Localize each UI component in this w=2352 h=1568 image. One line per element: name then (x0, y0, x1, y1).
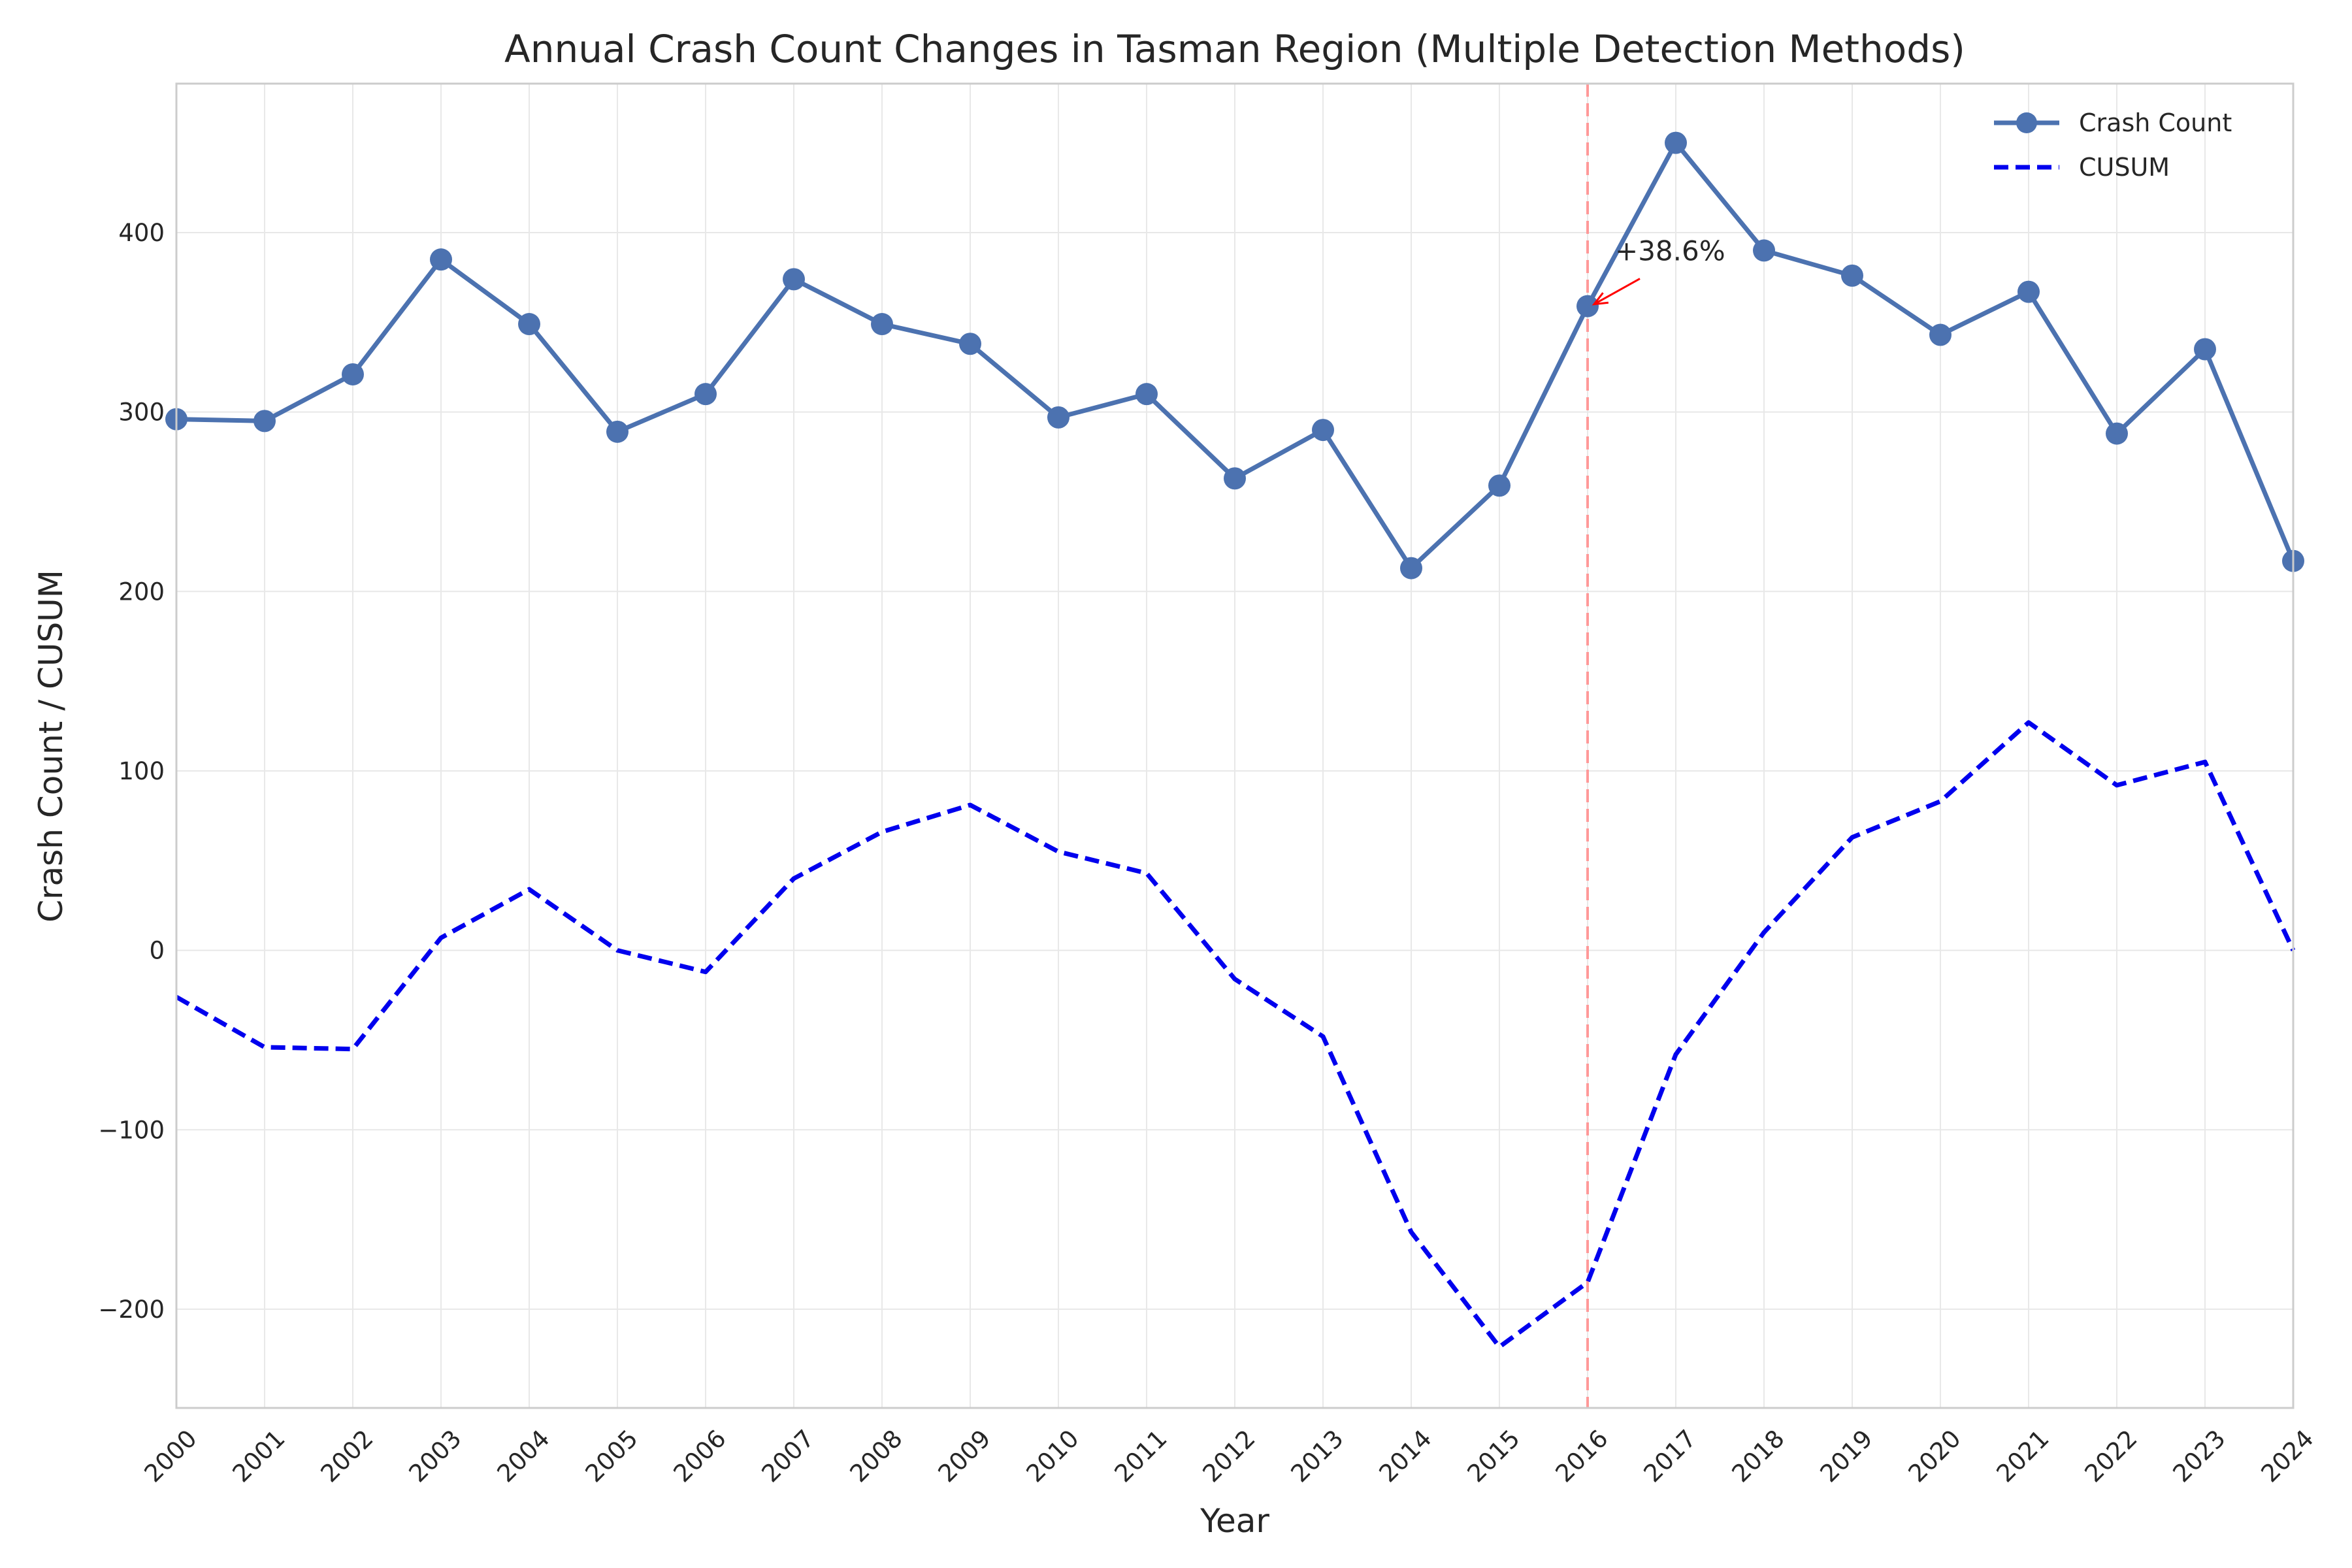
crash-count-point (2106, 422, 2128, 445)
y-tick-label: −200 (98, 1296, 165, 1324)
y-tick-label: 300 (118, 399, 165, 427)
crash-count-point (2194, 338, 2216, 361)
crash-count-point (1047, 406, 1070, 429)
y-tick-label: 200 (118, 578, 165, 606)
crash-count-point (1224, 467, 1246, 490)
plot-area (165, 84, 2304, 1408)
crash-count-point (518, 313, 540, 336)
x-axis-title: Year (1200, 1502, 1269, 1540)
legend-cusum-label: CUSUM (2079, 153, 2170, 182)
crash-count-point (1135, 383, 1158, 406)
y-tick-label: 0 (149, 937, 165, 965)
crash-count-point (959, 333, 981, 355)
crash-count-point (2017, 280, 2040, 303)
legend-crash-count-marker (2016, 112, 2037, 133)
crash-count-point (430, 248, 452, 271)
crash-count-point (1400, 557, 1422, 580)
crash-count-point (1576, 295, 1599, 318)
cusum-line (175, 720, 2296, 1350)
crash-count-point (1929, 323, 1952, 346)
y-tick-label: 100 (118, 757, 165, 785)
crash-count-point (871, 313, 893, 336)
legend: Crash Count CUSUM (1994, 108, 2232, 182)
crash-count-point (694, 383, 717, 406)
crash-count-point (1488, 474, 1511, 497)
grid (176, 84, 2294, 1408)
crash-count-point (783, 268, 805, 291)
annotation-arrowhead (1592, 292, 1609, 306)
y-tick-label: −100 (98, 1116, 165, 1144)
annotation-group: +38.6% (1592, 235, 1725, 306)
crash-count-point (1312, 419, 1334, 442)
plot-frame (175, 82, 2295, 1409)
crash-count-point (1753, 239, 1775, 262)
crash-count-point (1841, 264, 1863, 287)
annotation-arrow (1593, 278, 1641, 305)
y-tick-label: 400 (118, 219, 165, 247)
crash-count-point (342, 363, 364, 385)
crash-count-point (1665, 131, 1687, 154)
annotation-label: +38.6% (1615, 235, 1725, 267)
y-axis-title: Crash Count / CUSUM (32, 570, 70, 923)
crash-count-point (253, 410, 276, 433)
crash-count-point (606, 420, 629, 443)
chart-title: Annual Crash Count Changes in Tasman Reg… (504, 27, 1965, 71)
legend-crash-count-label: Crash Count (2079, 108, 2232, 137)
